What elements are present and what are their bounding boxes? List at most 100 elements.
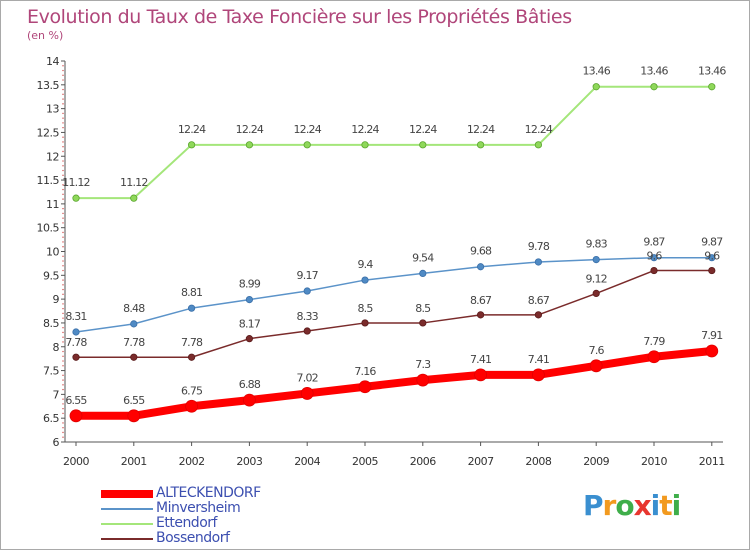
y-minor-tick <box>62 117 64 119</box>
y-minor-tick <box>62 241 64 243</box>
y-minor-tick <box>62 79 64 81</box>
x-tick-label: 2005 <box>352 455 378 468</box>
data-point-bossendorf <box>72 353 80 361</box>
y-minor-tick <box>62 136 64 138</box>
data-point-minversheim <box>419 269 427 278</box>
y-minor-tick <box>62 69 64 72</box>
proxiti-logo: Proxiti <box>583 489 682 522</box>
y-minor-tick <box>62 103 64 105</box>
data-label-bossendorf: 9.6 <box>646 250 662 263</box>
data-point-minversheim <box>72 328 80 336</box>
logo-letter: t <box>659 489 672 522</box>
data-point-bossendorf <box>245 335 253 343</box>
y-tick-label: 7.5 <box>43 365 59 378</box>
y-minor-tick <box>62 198 64 200</box>
data-label-minversheim: 8.48 <box>123 302 145 315</box>
data-label-ettendorf: 12.24 <box>236 123 264 136</box>
data-point-minversheim <box>476 263 485 271</box>
y-minor-tick <box>62 165 64 167</box>
legend-label: Ettendorf <box>156 515 217 531</box>
y-minor-tick <box>62 231 64 234</box>
data-point-ettendorf <box>419 141 427 149</box>
data-point-alteckendorf <box>69 409 83 423</box>
y-minor-tick <box>62 374 64 377</box>
y-minor-tick <box>62 74 64 76</box>
y-minor-tick <box>62 412 64 415</box>
data-point-ettendorf <box>534 141 543 149</box>
x-tick-label: 2006 <box>410 455 436 468</box>
x-tick-label: 2007 <box>468 455 494 468</box>
y-tick-label: 11.5 <box>37 174 60 187</box>
series-line-ettendorf <box>75 85 713 200</box>
y-minor-tick <box>62 403 64 405</box>
x-tick-label: 2009 <box>583 455 609 468</box>
y-minor-tick <box>62 388 64 391</box>
data-point-alteckendorf <box>242 393 256 407</box>
data-label-ettendorf: 12.24 <box>178 123 206 136</box>
legend-item-alteckendorf: ALTECKENDORF <box>101 486 321 501</box>
data-label-minversheim: 9.4 <box>357 258 373 271</box>
x-tick-label: 2004 <box>294 455 320 468</box>
y-minor-tick <box>62 193 64 196</box>
data-label-bossendorf: 7.78 <box>65 336 87 349</box>
data-label-alteckendorf: 6.88 <box>239 378 261 391</box>
y-minor-tick <box>62 384 64 386</box>
logo-letter: i <box>671 489 682 522</box>
y-minor-tick <box>62 141 64 143</box>
data-label-ettendorf: 11.12 <box>62 176 90 189</box>
y-minor-tick <box>62 265 64 267</box>
data-label-alteckendorf: 7.02 <box>297 371 318 384</box>
data-label-ettendorf: 12.24 <box>409 123 437 136</box>
data-point-bossendorf <box>476 311 485 319</box>
y-minor-tick <box>62 246 64 248</box>
y-tick-label: 11 <box>46 198 59 211</box>
data-point-ettendorf <box>650 83 658 91</box>
y-minor-tick <box>62 269 64 272</box>
y-minor-tick <box>62 317 64 319</box>
y-minor-tick <box>62 293 64 296</box>
data-point-minversheim <box>245 296 253 304</box>
y-minor-tick <box>62 360 64 362</box>
y-minor-tick <box>62 255 64 257</box>
y-minor-tick <box>62 217 64 219</box>
y-tick-label: 8 <box>53 341 60 354</box>
data-point-bossendorf <box>419 319 427 327</box>
data-label-ettendorf: 13.46 <box>640 65 668 78</box>
data-point-ettendorf <box>245 141 253 149</box>
data-label-bossendorf: 8.5 <box>415 302 431 315</box>
data-point-bossendorf <box>188 353 196 361</box>
y-minor-tick <box>62 288 64 291</box>
legend-swatch <box>101 490 153 498</box>
data-label-minversheim: 9.54 <box>412 251 434 264</box>
data-point-alteckendorf <box>589 359 603 373</box>
x-tick-label: 2010 <box>641 455 667 468</box>
data-point-alteckendorf <box>358 380 372 394</box>
data-point-minversheim <box>708 254 716 262</box>
data-label-alteckendorf: 6.55 <box>65 394 87 407</box>
y-tick-label: 12 <box>46 150 59 163</box>
data-point-alteckendorf <box>647 350 661 364</box>
y-tick-label: 7 <box>53 388 60 401</box>
chart-title: Evolution du Taux de Taxe Foncière sur l… <box>27 6 572 28</box>
data-point-ettendorf <box>361 141 369 149</box>
logo-letter: i <box>650 489 661 522</box>
data-label-bossendorf: 7.78 <box>123 336 145 349</box>
data-label-minversheim: 8.99 <box>239 278 261 291</box>
data-label-bossendorf: 8.67 <box>528 294 550 307</box>
y-minor-tick <box>62 174 64 176</box>
y-tick-label: 8.5 <box>43 317 59 330</box>
data-point-ettendorf <box>72 194 80 202</box>
logo-letter: o <box>615 489 634 522</box>
logo-letter: x <box>633 489 652 522</box>
y-tick-label: 10 <box>46 246 59 259</box>
data-point-minversheim <box>303 287 311 295</box>
y-minor-tick <box>62 422 64 424</box>
data-point-bossendorf <box>592 289 600 298</box>
y-minor-tick <box>62 407 64 410</box>
y-minor-tick <box>62 350 64 353</box>
data-label-alteckendorf: 6.75 <box>181 384 203 397</box>
y-minor-tick <box>62 112 64 115</box>
data-point-minversheim <box>130 320 138 328</box>
data-label-alteckendorf: 7.79 <box>643 335 665 348</box>
x-tick-label: 2011 <box>699 455 725 468</box>
